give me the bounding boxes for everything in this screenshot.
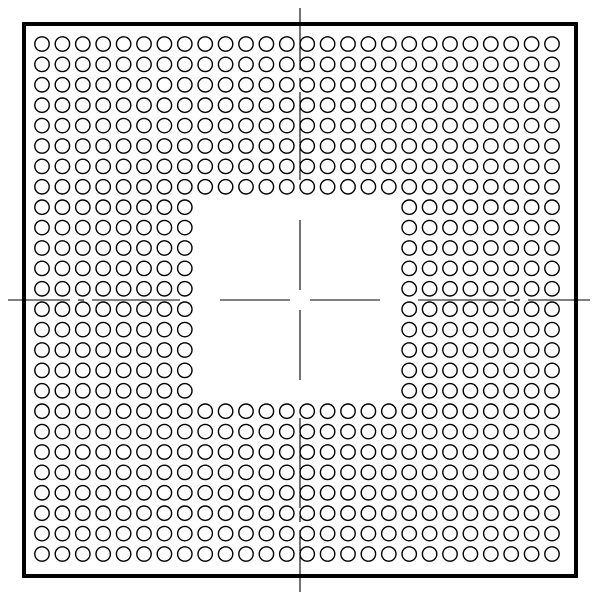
- bga-footprint-diagram: [0, 0, 598, 600]
